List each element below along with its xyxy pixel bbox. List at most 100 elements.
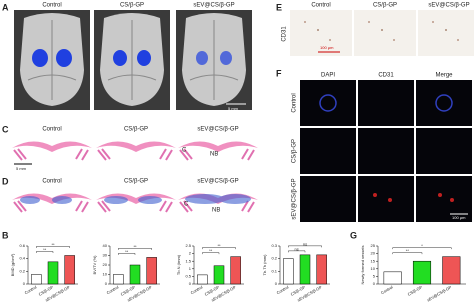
column-label: Merge — [435, 73, 453, 79]
bar — [442, 256, 461, 285]
group-label: CS/β-GP — [120, 3, 144, 9]
y-tick-label: 0 — [23, 281, 26, 286]
group-label: sEV@CS/β-GP — [197, 179, 238, 185]
y-axis-label: BV/TV (%) — [92, 255, 97, 275]
scale-bar-label: 5 mm — [228, 106, 239, 111]
y-tick-label: 0 — [189, 281, 192, 286]
significance-bracket — [118, 253, 136, 255]
row-label: Control — [292, 93, 298, 112]
y-axis-label: BMD (g/cm³) — [10, 253, 15, 276]
y-tick-label: 10 — [103, 272, 108, 277]
bar — [316, 254, 327, 285]
y-tick-label: 1 — [189, 266, 192, 271]
group-label: sEV@CS/β-GP — [193, 3, 234, 9]
y-tick-label: 15 — [371, 258, 376, 263]
column-label: DAPI — [321, 73, 335, 79]
panel-letter: E — [276, 2, 282, 12]
y-tick-label: 0.6 — [19, 243, 25, 248]
x-tick-label: Control — [380, 284, 394, 295]
annotation: NB — [210, 152, 218, 158]
significance-label: ns — [295, 246, 299, 251]
row-label: CS/β-GP — [292, 139, 298, 163]
y-tick-label: 25 — [371, 243, 376, 248]
y-tick-label: 2.5 — [185, 243, 191, 248]
y-tick-label: 0 — [373, 281, 376, 286]
significance-label: ** — [217, 243, 221, 248]
x-tick-label: Control — [106, 284, 120, 295]
bar — [64, 255, 75, 285]
bar — [213, 265, 225, 285]
bar — [31, 274, 42, 285]
x-tick-label: Control — [190, 284, 204, 295]
panel-letter: C — [2, 124, 9, 134]
y-tick-label: 0.2 — [271, 256, 277, 261]
y-tick-label: 0.5 — [185, 273, 191, 278]
group-label: Control — [42, 3, 61, 9]
x-tick-label: Control — [24, 284, 38, 295]
row-label: sEV@CS/β-GP — [292, 178, 298, 219]
significance-bracket — [288, 250, 306, 253]
y-tick-label: 5 — [373, 273, 376, 278]
y-tick-label: 20 — [371, 251, 376, 256]
annotation: NB — [212, 208, 220, 214]
scale-bar-label: 5 mm — [16, 166, 27, 171]
panel-letter: B — [2, 230, 9, 240]
y-axis-label: Tb.N (/mm) — [176, 254, 181, 275]
panel-letter: A — [2, 2, 9, 12]
bar — [47, 261, 59, 285]
bar — [197, 274, 208, 285]
significance-bracket — [202, 247, 236, 250]
significance-bracket — [36, 251, 54, 253]
significance-bracket — [36, 246, 70, 248]
group-label: CS/β-GP — [124, 127, 148, 133]
y-tick-label: 0.2 — [19, 268, 25, 273]
y-axis-label: Newly formed vessels — [360, 246, 365, 285]
significance-bracket — [202, 252, 220, 255]
column-label: CD31 — [378, 73, 394, 79]
panel-letter: D — [2, 176, 9, 186]
significance-label: ** — [133, 244, 137, 249]
significance-label: ** — [51, 242, 55, 247]
bar — [129, 264, 141, 285]
panel-letter: G — [350, 230, 357, 240]
significance-label: * — [421, 243, 423, 248]
significance-label: ns — [303, 241, 307, 246]
group-label: Control — [311, 3, 330, 9]
row-label: CD31 — [282, 26, 288, 42]
y-tick-label: 0 — [275, 281, 278, 286]
group-label: CS/β-GP — [373, 3, 397, 9]
significance-label: ** — [406, 248, 410, 253]
bar — [283, 258, 294, 285]
y-tick-label: 10 — [371, 266, 376, 271]
scale-bar-label: 100 μm — [320, 45, 334, 50]
y-tick-label: 0.4 — [19, 256, 25, 261]
x-tick-label: Control — [276, 284, 290, 295]
y-tick-label: 20 — [103, 262, 108, 267]
annotation: C — [182, 148, 187, 154]
bar — [299, 254, 311, 285]
x-tick-label: CS/β-GP — [407, 284, 424, 297]
y-tick-label: 0 — [105, 281, 108, 286]
annotation: C — [184, 202, 189, 208]
y-axis-label: Tb.Th (mm) — [262, 254, 267, 276]
group-label: Control — [42, 179, 61, 185]
group-label: sEV@CS/β-GP — [197, 127, 238, 133]
significance-bracket — [392, 247, 452, 250]
significance-label: ** — [209, 248, 213, 253]
bar — [412, 260, 432, 285]
bar — [146, 257, 157, 285]
significance-label: ** — [43, 247, 47, 252]
group-label: sEV@CS/β-GP — [428, 3, 469, 9]
significance-bracket — [288, 245, 322, 248]
y-tick-label: 1.5 — [185, 258, 191, 263]
group-label: Control — [42, 127, 61, 133]
scale-bar-label: 100 μm — [452, 215, 466, 220]
group-label: CS/β-GP — [124, 179, 148, 185]
panel-letter: F — [276, 68, 282, 78]
significance-bracket — [118, 248, 152, 250]
y-tick-label: 0.1 — [271, 268, 277, 273]
x-tick-label: sEV@CS/β-GP — [426, 284, 453, 302]
y-tick-label: 30 — [103, 253, 108, 258]
bar — [113, 274, 124, 285]
y-tick-label: 40 — [103, 243, 108, 248]
